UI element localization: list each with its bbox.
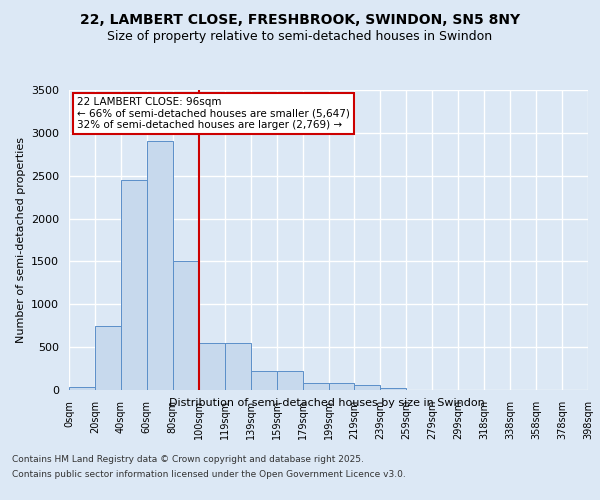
Bar <box>302 383 329 390</box>
Bar <box>277 371 302 390</box>
Text: Contains HM Land Registry data © Crown copyright and database right 2025.: Contains HM Land Registry data © Crown c… <box>12 455 364 464</box>
Text: Contains public sector information licensed under the Open Government Licence v3: Contains public sector information licen… <box>12 470 406 479</box>
Bar <box>147 142 173 390</box>
Text: Size of property relative to semi-detached houses in Swindon: Size of property relative to semi-detach… <box>107 30 493 43</box>
Y-axis label: Number of semi-detached properties: Number of semi-detached properties <box>16 137 26 343</box>
Text: 22 LAMBERT CLOSE: 96sqm
← 66% of semi-detached houses are smaller (5,647)
32% of: 22 LAMBERT CLOSE: 96sqm ← 66% of semi-de… <box>77 97 350 130</box>
Bar <box>329 383 355 390</box>
Bar <box>199 343 224 390</box>
Text: 22, LAMBERT CLOSE, FRESHBROOK, SWINDON, SN5 8NY: 22, LAMBERT CLOSE, FRESHBROOK, SWINDON, … <box>80 12 520 26</box>
Text: Distribution of semi-detached houses by size in Swindon: Distribution of semi-detached houses by … <box>169 398 485 407</box>
Bar <box>121 180 147 390</box>
Bar <box>95 326 121 390</box>
Bar <box>251 371 277 390</box>
Bar <box>355 386 380 390</box>
Bar <box>225 343 251 390</box>
Bar <box>380 388 406 390</box>
Bar <box>173 262 199 390</box>
Bar <box>69 388 95 390</box>
